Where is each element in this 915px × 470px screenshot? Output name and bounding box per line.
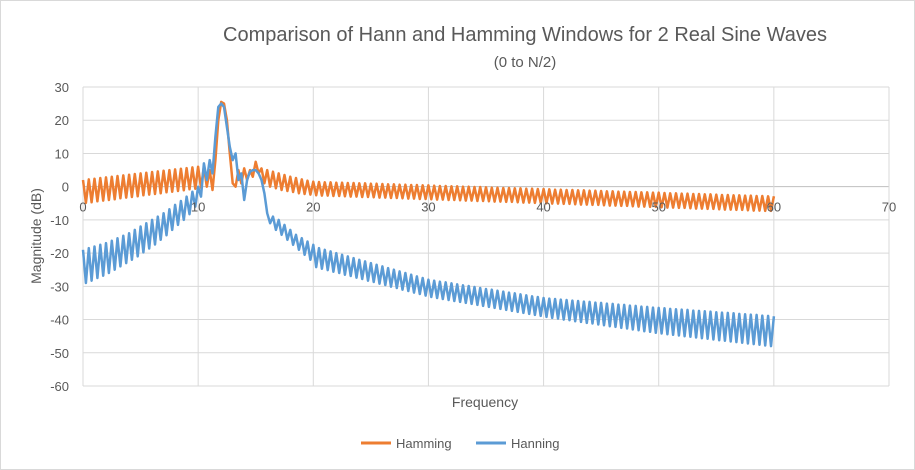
y-tick-label: 10 xyxy=(55,146,69,161)
legend-label-hanning: Hanning xyxy=(511,436,559,451)
y-tick-label: -10 xyxy=(50,213,69,228)
y-tick-label: 20 xyxy=(55,113,69,128)
series-line-hanning xyxy=(81,102,776,348)
y-tick-label: -60 xyxy=(50,379,69,394)
y-tick-label: -40 xyxy=(50,313,69,328)
y-tick-label: 0 xyxy=(62,180,69,195)
y-tick-label: -30 xyxy=(50,279,69,294)
y-axis-label: Magnitude (dB) xyxy=(28,188,44,284)
legend-label-hamming: Hamming xyxy=(396,436,452,451)
x-tick-label: 10 xyxy=(191,200,205,215)
x-tick-label: 40 xyxy=(536,200,550,215)
x-tick-label: 30 xyxy=(421,200,435,215)
x-tick-labels: 0 10 20 30 40 50 60 70 xyxy=(79,200,896,215)
x-tick-label: 20 xyxy=(306,200,320,215)
y-tick-labels: 30 20 10 0 -10 -20 -30 -40 -50 -60 xyxy=(50,80,69,394)
legend: Hamming Hanning xyxy=(361,436,559,451)
y-tick-label: -50 xyxy=(50,346,69,361)
series-lines xyxy=(81,100,776,348)
y-tick-label: 30 xyxy=(55,80,69,95)
x-axis-label: Frequency xyxy=(452,394,518,410)
series-line-hamming xyxy=(81,100,776,213)
y-tick-label: -20 xyxy=(50,246,69,261)
chart-subtitle: (0 to N/2) xyxy=(494,54,557,71)
x-tick-label: 0 xyxy=(79,200,86,215)
x-tick-label: 50 xyxy=(651,200,665,215)
x-tick-label: 70 xyxy=(882,200,896,215)
x-tick-label: 60 xyxy=(767,200,781,215)
gridlines xyxy=(82,86,890,387)
chart-title: Comparison of Hann and Hamming Windows f… xyxy=(223,24,827,46)
